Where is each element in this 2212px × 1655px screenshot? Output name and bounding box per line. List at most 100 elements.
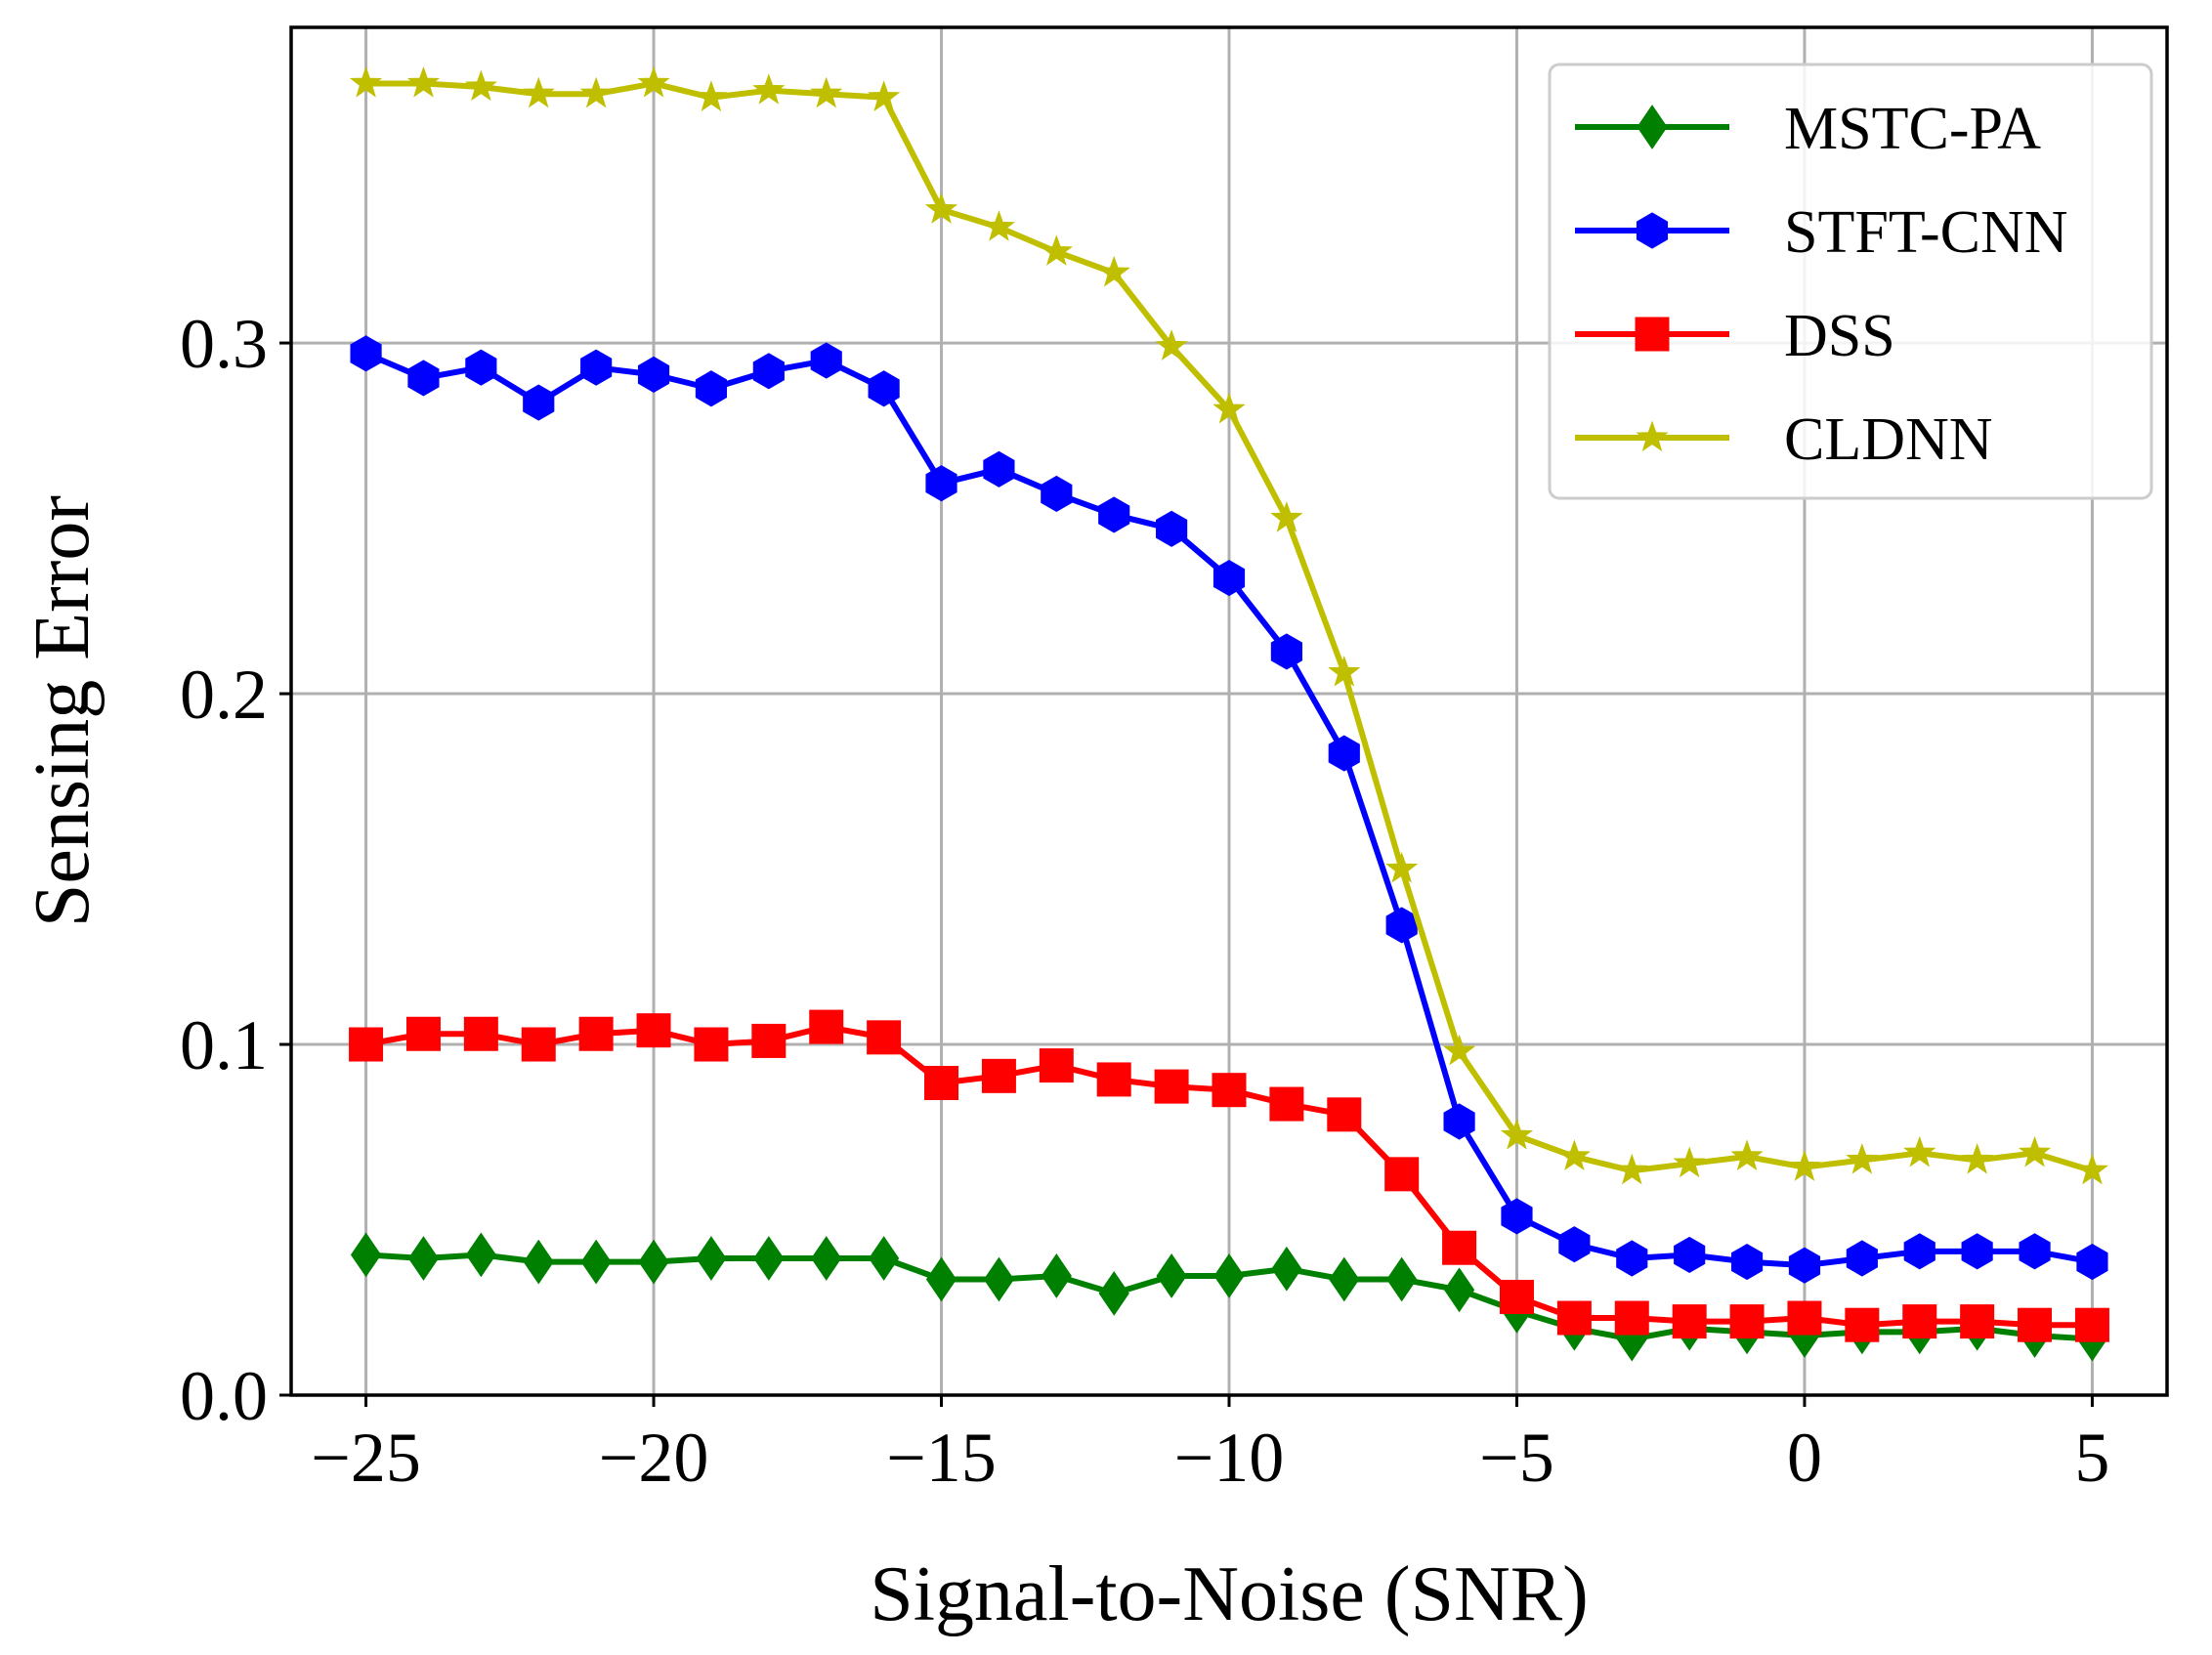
- data-point-cldnn: [579, 76, 613, 108]
- data-point-dss: [405, 1016, 441, 1051]
- data-point-cldnn: [752, 73, 786, 105]
- data-point-dss: [349, 1027, 384, 1062]
- data-point-dss: [1672, 1304, 1707, 1339]
- data-point-stft-cnn: [1674, 1236, 1706, 1273]
- x-tick-label: −20: [599, 1419, 709, 1497]
- data-point-cldnn: [1903, 1135, 1936, 1167]
- legend-marker: [1636, 420, 1669, 452]
- data-point-dss: [1787, 1300, 1822, 1336]
- y-tick-label: 0.3: [180, 305, 268, 383]
- data-point-dss: [1845, 1307, 1880, 1342]
- data-point-mstc-pa: [350, 1232, 382, 1278]
- data-point-stft-cnn: [1041, 475, 1073, 513]
- data-point-cldnn: [2018, 1135, 2052, 1167]
- data-point-mstc-pa: [925, 1256, 957, 1302]
- y-tick-label: 0.0: [180, 1357, 268, 1435]
- y-tick-label: 0.2: [180, 656, 268, 734]
- data-point-dss: [694, 1027, 729, 1062]
- data-point-cldnn: [1212, 392, 1246, 424]
- data-point-dss: [463, 1016, 498, 1051]
- series-stft-cnn: [350, 335, 2108, 1284]
- data-point-cldnn: [1615, 1153, 1648, 1185]
- x-axis: −25 −20 −15 −10 −5 0 5: [311, 1395, 2109, 1497]
- data-point-dss: [1960, 1304, 1995, 1339]
- data-point-dss: [924, 1066, 959, 1101]
- data-point-cldnn: [1442, 1034, 1476, 1066]
- data-point-stft-cnn: [1443, 1103, 1475, 1140]
- data-point-stft-cnn: [983, 450, 1015, 488]
- data-point-cldnn: [810, 76, 843, 108]
- data-point-stft-cnn: [1501, 1198, 1533, 1235]
- data-point-dss: [1556, 1300, 1592, 1336]
- data-point-dss: [578, 1016, 614, 1051]
- legend-marker: [1635, 317, 1670, 352]
- data-point-stft-cnn: [810, 342, 842, 379]
- x-tick-label: −25: [311, 1419, 421, 1497]
- data-point-stft-cnn: [752, 353, 785, 390]
- data-point-cldnn: [1040, 234, 1073, 266]
- data-point-stft-cnn: [523, 384, 555, 421]
- data-point-stft-cnn: [1098, 496, 1130, 533]
- data-point-stft-cnn: [695, 370, 728, 407]
- data-point-cldnn: [1961, 1142, 1994, 1174]
- data-point-stft-cnn: [1385, 907, 1418, 944]
- data-point-mstc-pa: [1271, 1246, 1302, 1292]
- x-tick-label: 0: [1787, 1419, 1822, 1497]
- data-point-cldnn: [1328, 656, 1361, 687]
- data-point-dss: [1902, 1304, 1937, 1339]
- data-point-cldnn: [695, 80, 728, 111]
- legend-item-mstc-pa: MSTC-PA: [1575, 96, 2041, 162]
- data-point-dss: [1327, 1097, 1362, 1132]
- data-point-stft-cnn: [1788, 1247, 1821, 1284]
- data-point-stft-cnn: [407, 360, 440, 397]
- data-point-mstc-pa: [983, 1256, 1015, 1302]
- data-point-dss: [1212, 1073, 1247, 1108]
- data-point-cldnn: [1500, 1118, 1534, 1150]
- y-tick-label: 0.1: [180, 1006, 268, 1084]
- data-point-mstc-pa: [1213, 1253, 1245, 1298]
- data-point-dss: [1039, 1048, 1074, 1083]
- data-point-stft-cnn: [1616, 1240, 1648, 1277]
- data-point-dss: [981, 1058, 1016, 1093]
- x-tick-label: −5: [1479, 1419, 1554, 1497]
- data-point-mstc-pa: [753, 1236, 785, 1281]
- data-point-stft-cnn: [1270, 633, 1302, 670]
- data-point-dss: [751, 1023, 787, 1058]
- data-point-mstc-pa: [638, 1239, 669, 1285]
- data-point-cldnn: [406, 65, 441, 98]
- data-point-stft-cnn: [1730, 1244, 1764, 1281]
- data-point-cldnn: [1097, 255, 1130, 287]
- plot-series: [349, 65, 2109, 1362]
- data-point-dss: [867, 1020, 902, 1055]
- data-point-stft-cnn: [868, 370, 900, 407]
- legend-box: [1548, 63, 2153, 500]
- data-point-cldnn: [464, 69, 497, 102]
- y-axis-label: Sensing Error: [20, 495, 106, 927]
- data-point-mstc-pa: [465, 1232, 496, 1278]
- data-point-cldnn: [637, 65, 670, 98]
- data-point-stft-cnn: [1558, 1226, 1591, 1263]
- data-point-mstc-pa: [407, 1236, 440, 1281]
- legend-marker: [1636, 212, 1669, 249]
- y-axis: 0.0 0.1 0.2 0.3: [180, 305, 291, 1435]
- data-point-dss: [2074, 1307, 2109, 1342]
- data-point-stft-cnn: [925, 465, 957, 502]
- data-point-cldnn: [1155, 329, 1188, 361]
- data-point-mstc-pa: [1329, 1256, 1360, 1302]
- legend-label: STFT-CNN: [1784, 199, 2068, 266]
- data-point-cldnn: [1385, 852, 1419, 883]
- data-point-cldnn: [1846, 1142, 1879, 1174]
- data-point-stft-cnn: [1846, 1240, 1878, 1277]
- data-point-stft-cnn: [1903, 1233, 1936, 1270]
- data-point-dss: [809, 1009, 844, 1044]
- data-point-mstc-pa: [1041, 1253, 1072, 1298]
- data-point-dss: [521, 1027, 556, 1062]
- legend-label: CLDNN: [1784, 406, 1993, 473]
- data-point-stft-cnn: [1212, 560, 1246, 597]
- data-point-cldnn: [522, 76, 555, 108]
- data-point-mstc-pa: [869, 1236, 900, 1281]
- data-point-mstc-pa: [1098, 1271, 1129, 1316]
- data-point-stft-cnn: [1328, 735, 1360, 772]
- data-point-stft-cnn: [1961, 1233, 1993, 1270]
